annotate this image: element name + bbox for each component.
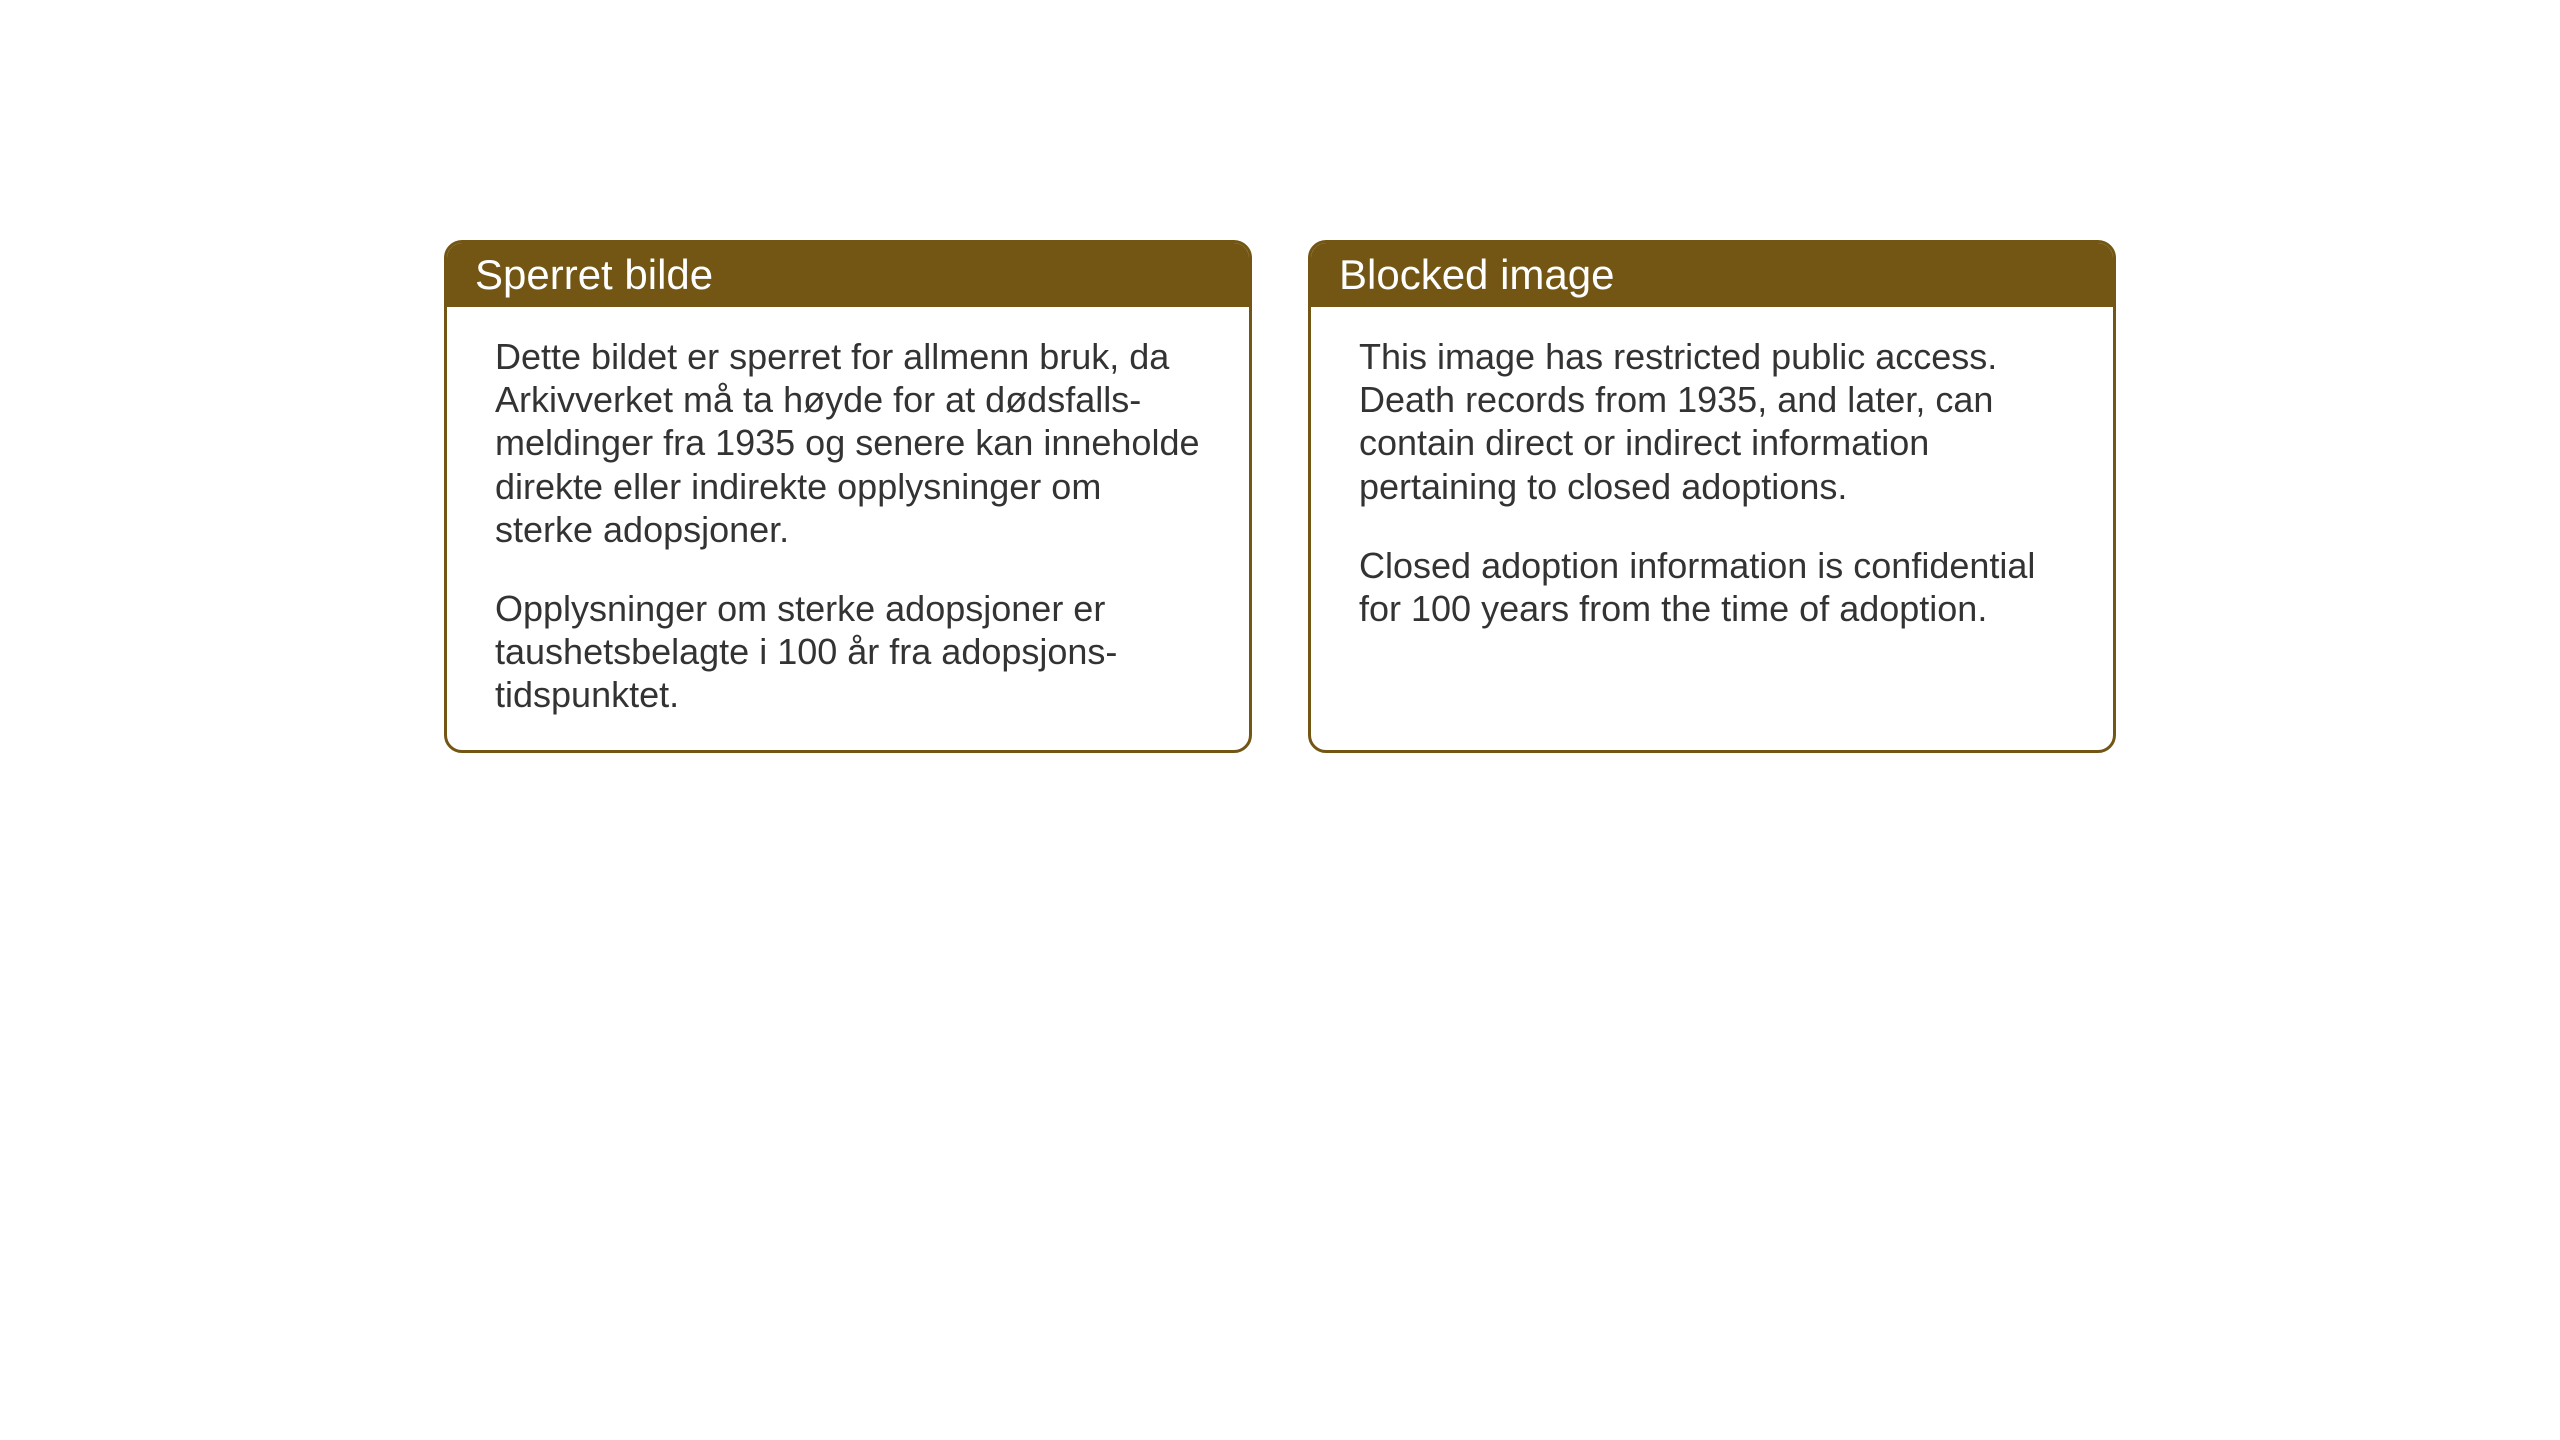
notice-box-norwegian: Sperret bilde Dette bildet er sperret fo… (444, 240, 1252, 753)
notice-paragraph-1-english: This image has restricted public access.… (1359, 335, 2065, 508)
notice-title-norwegian: Sperret bilde (475, 251, 713, 298)
notice-header-norwegian: Sperret bilde (447, 243, 1249, 307)
notice-title-english: Blocked image (1339, 251, 1614, 298)
notice-body-english: This image has restricted public access.… (1311, 307, 2113, 670)
notice-body-norwegian: Dette bildet er sperret for allmenn bruk… (447, 307, 1249, 753)
notice-container: Sperret bilde Dette bildet er sperret fo… (444, 240, 2116, 753)
notice-header-english: Blocked image (1311, 243, 2113, 307)
notice-box-english: Blocked image This image has restricted … (1308, 240, 2116, 753)
notice-paragraph-2-english: Closed adoption information is confident… (1359, 544, 2065, 630)
notice-paragraph-1-norwegian: Dette bildet er sperret for allmenn bruk… (495, 335, 1201, 551)
notice-paragraph-2-norwegian: Opplysninger om sterke adopsjoner er tau… (495, 587, 1201, 717)
